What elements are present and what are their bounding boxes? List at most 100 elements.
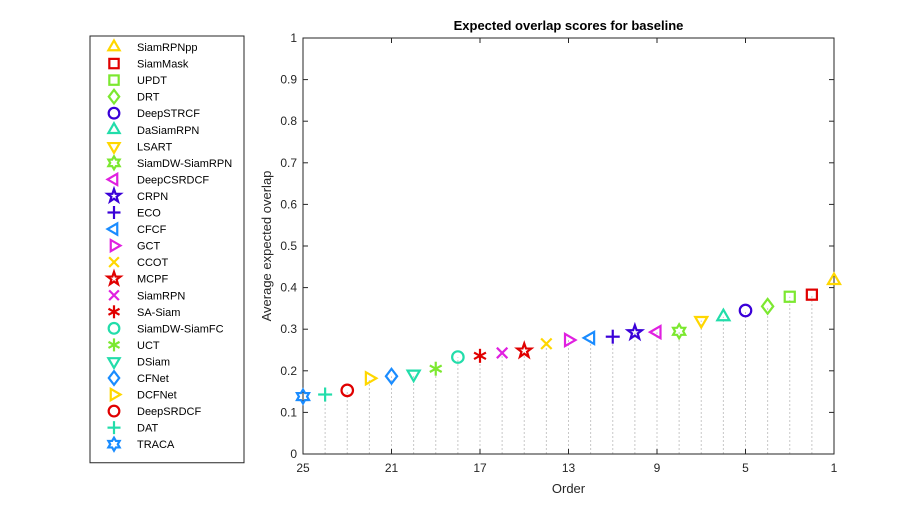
legend-marker bbox=[106, 121, 122, 135]
legend-label: CFCF bbox=[137, 224, 167, 236]
legend-marker bbox=[108, 74, 120, 86]
legend-marker bbox=[107, 106, 121, 120]
legend-entry: DeepSRDCF bbox=[107, 404, 201, 418]
legend-label: LSART bbox=[137, 141, 173, 153]
data-point bbox=[715, 307, 732, 322]
legend-marker bbox=[105, 221, 119, 237]
legend-marker bbox=[106, 435, 122, 453]
legend-entry: CFCF bbox=[105, 221, 167, 237]
legend-label: UPDT bbox=[137, 75, 167, 87]
legend-marker bbox=[109, 238, 123, 254]
data-point bbox=[605, 329, 620, 344]
legend-label: DeepCSRDCF bbox=[137, 174, 209, 186]
data-point bbox=[738, 303, 753, 318]
y-tick-label: 0.6 bbox=[280, 197, 297, 211]
y-tick-label: 0.3 bbox=[280, 322, 297, 336]
legend-entry: SiamMask bbox=[108, 57, 189, 71]
legend-marker bbox=[107, 321, 121, 335]
legend-marker bbox=[104, 268, 124, 287]
legend-entry: CCOT bbox=[108, 256, 168, 269]
y-tick-label: 0.1 bbox=[280, 405, 297, 419]
axes: 0 0.1 0.2 0.3 0.4 0.5 0.6 0.7 0.8 0.9 1 25 21 17 13 9 5 1 bbox=[280, 31, 837, 475]
legend-marker bbox=[106, 38, 122, 52]
legend-entry: CFNet bbox=[107, 369, 169, 387]
legend-marker bbox=[108, 256, 120, 268]
legend-label: CRPN bbox=[137, 191, 168, 203]
legend-entry: DeepCSRDCF bbox=[105, 171, 209, 187]
legend-label: SiamRPNpp bbox=[137, 42, 198, 54]
legend-entry: GCT bbox=[109, 238, 161, 254]
legend-marker bbox=[107, 206, 121, 219]
data-point bbox=[624, 321, 646, 342]
legend-entry: MCPF bbox=[104, 268, 168, 287]
legend-label: TRACA bbox=[137, 439, 175, 451]
legend-marker bbox=[104, 185, 124, 205]
legend-entry: SiamDW-SiamRPN bbox=[106, 154, 232, 172]
legend-label: DaSiamRPN bbox=[137, 125, 199, 137]
data-point bbox=[581, 329, 596, 346]
y-tick-label: 0.7 bbox=[280, 156, 297, 170]
legend-label: DCFNet bbox=[137, 390, 177, 402]
legend-marker bbox=[106, 357, 122, 371]
data-point bbox=[514, 340, 535, 360]
legend-marker bbox=[106, 141, 122, 155]
data-point bbox=[760, 297, 775, 316]
y-tick-label: 0.5 bbox=[280, 239, 297, 253]
data-point bbox=[295, 387, 311, 406]
legend-label: SiamRPN bbox=[137, 290, 185, 302]
legend-label: UCT bbox=[137, 340, 160, 352]
legend-entry: DaSiamRPN bbox=[106, 121, 199, 137]
legend-entry: SiamRPNpp bbox=[106, 38, 198, 54]
legend-label: DAT bbox=[137, 423, 158, 435]
data-point bbox=[647, 324, 662, 341]
legend-marker bbox=[106, 154, 122, 172]
legend-label: SiamDW-SiamFC bbox=[137, 323, 224, 335]
y-tick-label: 0.2 bbox=[280, 364, 297, 378]
data-point bbox=[340, 383, 355, 398]
data-point bbox=[540, 337, 553, 350]
data-point bbox=[384, 367, 399, 386]
x-axis-label: Order bbox=[552, 481, 586, 496]
legend-label: DeepSRDCF bbox=[137, 406, 201, 418]
plot-frame bbox=[302, 37, 835, 455]
data-point bbox=[405, 369, 422, 384]
legend-marker bbox=[105, 171, 119, 187]
legend-label: SiamDW-SiamRPN bbox=[137, 158, 232, 170]
y-tick-label: 0.4 bbox=[280, 281, 297, 295]
y-tick-label: 0.8 bbox=[280, 114, 297, 128]
y-axis-label: Average expected overlap bbox=[259, 171, 274, 322]
data-point bbox=[693, 315, 710, 330]
legend-entry: UCT bbox=[107, 338, 160, 352]
legend-label: SA-Siam bbox=[137, 307, 180, 319]
data-point bbox=[318, 387, 333, 402]
legend-label: GCT bbox=[137, 241, 161, 253]
legend-label: ECO bbox=[137, 208, 161, 220]
legend-marker bbox=[107, 404, 121, 418]
x-tick-label: 21 bbox=[385, 461, 399, 475]
legend-entry: DAT bbox=[107, 421, 158, 435]
legend-label: DRT bbox=[137, 92, 160, 104]
y-tick-label: 0 bbox=[290, 447, 297, 461]
legend-label: DSiam bbox=[137, 356, 170, 368]
x-tick-label: 5 bbox=[742, 461, 749, 475]
x-tick-label: 13 bbox=[562, 461, 576, 475]
legend-entry: DeepSTRCF bbox=[107, 106, 200, 120]
legend-entry: UPDT bbox=[108, 74, 167, 87]
legend-entry: DSiam bbox=[106, 356, 170, 371]
legend-entry: DCFNet bbox=[109, 387, 177, 403]
x-tick-label: 17 bbox=[473, 461, 487, 475]
legend-label: CCOT bbox=[137, 257, 168, 269]
x-tick-label: 9 bbox=[654, 461, 661, 475]
legend-label: CFNet bbox=[137, 373, 169, 385]
legend-entry: SA-Siam bbox=[107, 305, 180, 319]
data-point bbox=[496, 346, 509, 359]
data-markers bbox=[295, 271, 842, 406]
legend-entry: LSART bbox=[106, 141, 173, 155]
data-point bbox=[364, 370, 379, 387]
legend: SiamRPNpp SiamMask UPDT DRT DeepSTRCF DaSiamR… bbox=[104, 38, 232, 453]
legend-marker bbox=[108, 57, 120, 70]
legend-entry: CRPN bbox=[104, 185, 168, 205]
legend-marker bbox=[108, 289, 120, 301]
legend-entry: TRACA bbox=[106, 435, 175, 453]
